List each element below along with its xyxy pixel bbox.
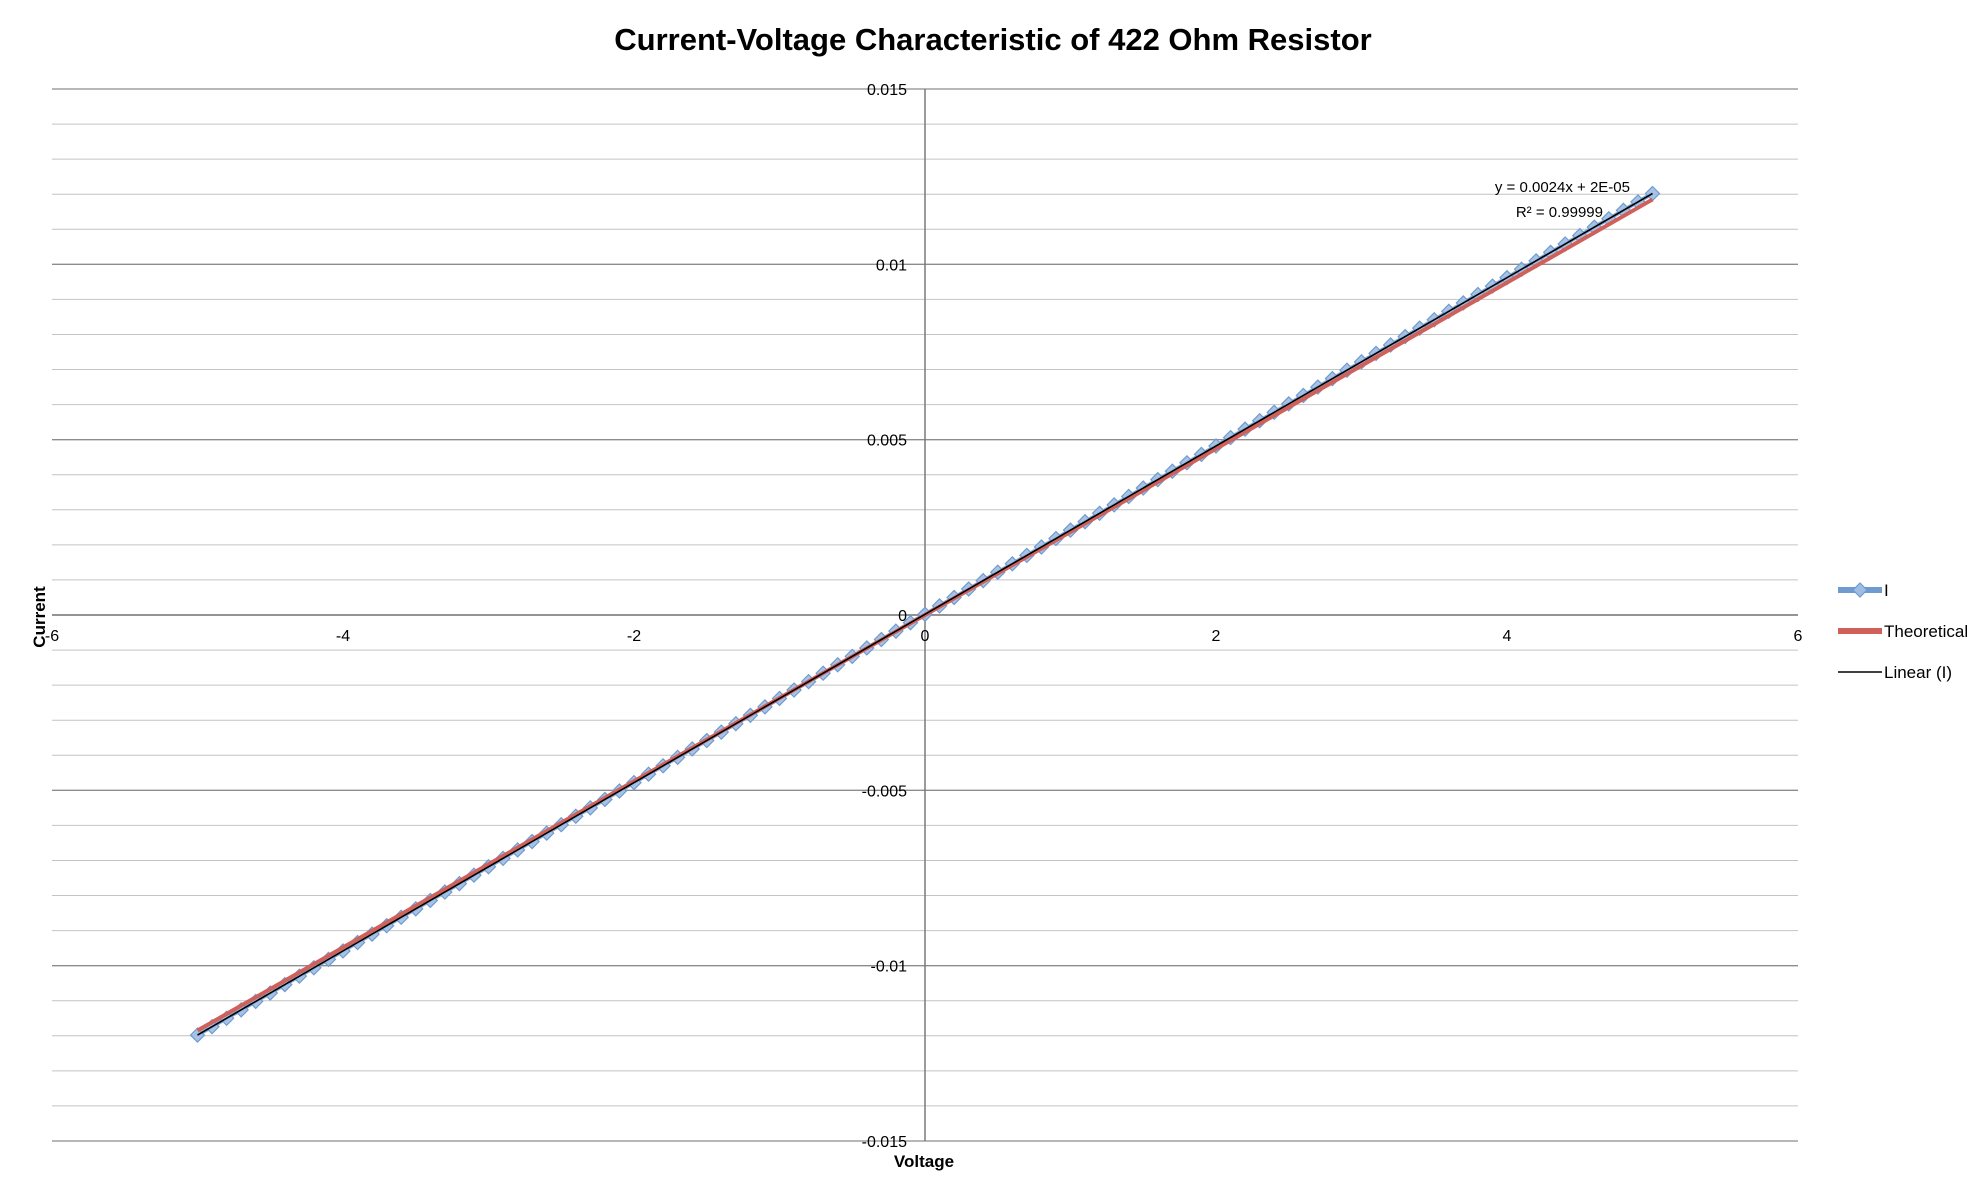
legend-item: Theoretical — [1838, 622, 1968, 641]
x-axis-label: Voltage — [894, 1152, 954, 1171]
x-tick-label: 6 — [1794, 628, 1803, 645]
y-tick-label: -0.01 — [871, 959, 908, 976]
series-linear-trendline — [197, 192, 1653, 1036]
y-tick-label: 0.015 — [867, 82, 907, 99]
y-tick-label: -0.005 — [862, 783, 907, 800]
legend: I Theoretical Linear (I) — [1838, 581, 1968, 682]
legend-label: Theoretical — [1884, 622, 1968, 641]
y-axis-label: Current — [30, 586, 49, 648]
r-squared-text: R² = 0.99999 — [1516, 204, 1603, 221]
legend-item: I — [1838, 581, 1889, 600]
y-tick-label: 0 — [898, 608, 907, 625]
equation-text: y = 0.0024x + 2E-05 — [1495, 179, 1630, 196]
legend-label: Linear (I) — [1884, 663, 1952, 682]
x-tick-label: -4 — [336, 628, 350, 645]
x-tick-label: 0 — [921, 628, 930, 645]
legend-label: I — [1884, 581, 1889, 600]
x-tick-label: 2 — [1212, 628, 1221, 645]
x-tick-label: -6 — [45, 628, 59, 645]
legend-marker — [1852, 582, 1868, 598]
tick-labels: -6 -4 -2 0 2 4 6 0.015 0.01 0.005 0 -0.005 -0.01 -0.0… — [45, 82, 1803, 1151]
trendline-equation: y = 0.0024x + 2E-05 R² = 0.99999 — [1495, 179, 1630, 221]
y-tick-label: -0.015 — [862, 1134, 907, 1151]
y-tick-label: 0.005 — [867, 433, 907, 450]
y-tick-label: 0.01 — [876, 257, 907, 274]
series — [189, 185, 1661, 1043]
x-tick-label: 4 — [1503, 628, 1512, 645]
legend-item: Linear (I) — [1838, 663, 1952, 682]
x-tick-label: -2 — [627, 628, 641, 645]
chart-title: Current-Voltage Characteristic of 422 Oh… — [614, 22, 1371, 57]
